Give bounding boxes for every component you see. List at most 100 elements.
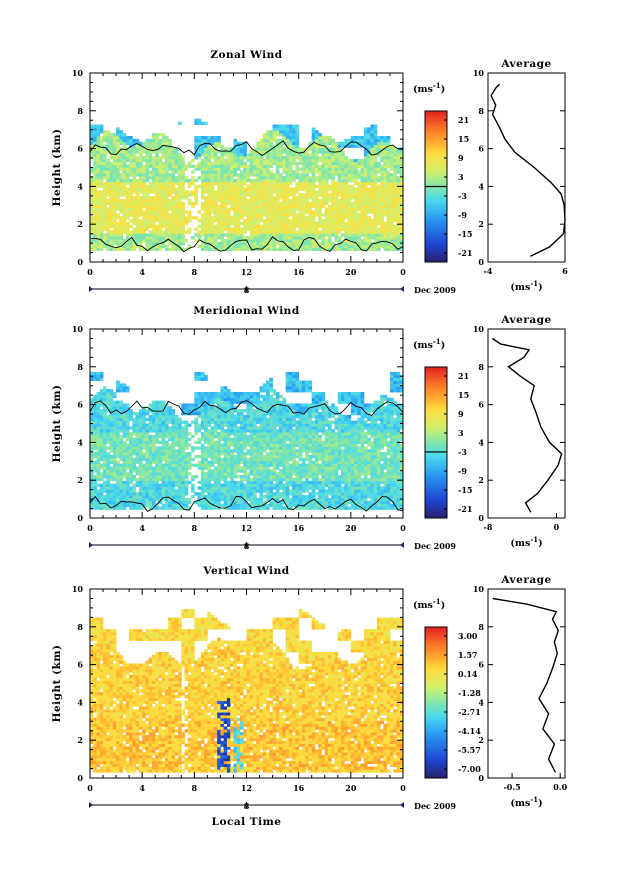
heatmap-cell — [138, 184, 143, 188]
heatmap-cell — [301, 199, 306, 203]
heatmap-cell — [337, 158, 342, 163]
heatmap-cell — [109, 236, 114, 240]
heatmap-cell — [376, 136, 381, 140]
heatmap-cell — [311, 181, 316, 186]
heatmap-cell — [399, 193, 404, 197]
heatmap-cell — [272, 230, 277, 234]
heatmap-cell — [164, 500, 169, 505]
heatmap-cell — [168, 486, 172, 490]
heatmap-cell — [226, 156, 231, 160]
heatmap-cell — [197, 236, 202, 240]
heatmap-cell — [197, 500, 202, 505]
heatmap-cell — [116, 452, 120, 456]
heatmap-cell — [341, 199, 345, 203]
heatmap-cell — [178, 469, 182, 473]
heatmap-cell — [148, 440, 153, 444]
heatmap-cell — [324, 241, 329, 246]
heatmap-cell — [155, 181, 159, 186]
heatmap-cell — [168, 469, 172, 473]
heatmap-cell — [200, 469, 205, 473]
heatmap-cell — [103, 201, 107, 206]
heatmap-cell — [96, 374, 101, 379]
heatmap-cell — [393, 193, 397, 197]
heatmap-cell — [129, 170, 133, 174]
heatmap-cell — [178, 446, 182, 450]
heatmap-cell — [204, 480, 208, 485]
heatmap-cell — [324, 161, 329, 166]
heatmap-cell — [161, 443, 166, 447]
heatmap-cell — [112, 412, 117, 416]
heatmap-cell — [103, 199, 107, 203]
heatmap-cell — [305, 239, 309, 243]
heatmap-cell — [285, 181, 290, 186]
heatmap-cell — [168, 412, 172, 416]
heatmap-cell — [396, 207, 401, 211]
heatmap-cell — [93, 412, 97, 416]
heatmap-cell — [396, 178, 401, 183]
heatmap-cell — [256, 201, 260, 206]
heatmap-cell — [217, 193, 221, 197]
heatmap-cell — [393, 178, 397, 183]
heatmap-cell — [328, 216, 332, 220]
colorbar-band — [425, 146, 447, 150]
heatmap-cell — [181, 176, 185, 180]
heatmap-cell — [324, 144, 329, 148]
colorbar-band — [425, 121, 447, 124]
heatmap-cell — [103, 167, 107, 171]
heatmap-cell — [246, 178, 251, 183]
heatmap-cell — [168, 147, 172, 151]
heatmap-cell — [142, 199, 146, 203]
heatmap-cell — [135, 477, 140, 482]
avg-y-tick-label: 6 — [478, 144, 484, 154]
heatmap-cell — [164, 483, 169, 487]
heatmap-cell — [357, 221, 362, 226]
heatmap-cell — [93, 437, 97, 442]
heatmap-cell — [376, 190, 381, 194]
heatmap-cell — [191, 477, 195, 482]
heatmap-cell — [207, 233, 212, 237]
heatmap-cell — [230, 158, 234, 163]
heatmap-cell — [142, 204, 146, 208]
colorbar-band — [425, 166, 447, 170]
heatmap-cell — [164, 190, 169, 194]
heatmap-cell — [389, 221, 394, 226]
heatmap-cell — [328, 199, 332, 203]
heatmap-cell — [288, 144, 293, 148]
heatmap-cell — [151, 440, 156, 444]
heatmap-cell — [148, 216, 153, 220]
heatmap-cell — [344, 221, 348, 226]
heatmap-cell — [311, 161, 316, 166]
heatmap-cell — [194, 144, 198, 148]
heatmap-cell — [393, 233, 397, 237]
heatmap-cell — [266, 141, 270, 145]
heatmap-cell — [204, 414, 208, 419]
heatmap-cell — [148, 420, 153, 424]
heatmap-cell — [99, 190, 104, 194]
heatmap-cell — [194, 455, 198, 459]
heatmap-cell — [239, 247, 244, 251]
heatmap-cell — [112, 420, 117, 424]
heatmap-cell — [337, 184, 342, 188]
heatmap-cell — [112, 196, 117, 200]
heatmap-cell — [135, 170, 140, 174]
heatmap-cell — [151, 429, 156, 433]
heatmap-cell — [217, 190, 221, 194]
heatmap-cell — [106, 230, 110, 234]
heatmap-cell — [393, 164, 397, 168]
heatmap-cell — [337, 147, 342, 151]
heatmap-cell — [178, 221, 182, 226]
heatmap-cell — [295, 127, 300, 131]
heatmap-cell — [132, 190, 137, 194]
heatmap-cell — [217, 196, 221, 200]
heatmap-cell — [272, 130, 277, 134]
heatmap-cell — [158, 497, 163, 502]
heatmap-cell — [197, 184, 202, 188]
heatmap-cell — [328, 187, 332, 191]
heatmap-cell — [311, 147, 316, 151]
heatmap-cell — [103, 136, 107, 140]
colorbar-band — [425, 249, 447, 253]
heatmap-cell — [373, 136, 378, 140]
heatmap-cell — [145, 449, 150, 453]
heatmap-cell — [151, 483, 156, 487]
